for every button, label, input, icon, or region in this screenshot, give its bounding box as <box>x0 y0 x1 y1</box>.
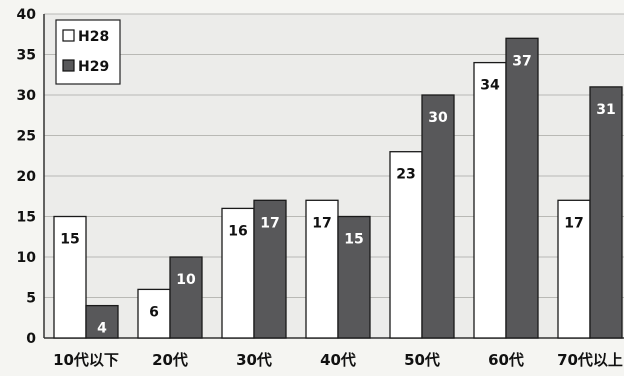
x-tick-label: 60代 <box>488 351 524 369</box>
x-tick-label: 50代 <box>404 351 440 369</box>
data-label: 17 <box>260 215 279 231</box>
y-tick-label: 20 <box>17 169 37 185</box>
data-label: 31 <box>596 102 615 118</box>
y-tick-label: 25 <box>17 129 36 145</box>
data-label: 17 <box>564 215 583 231</box>
x-tick-label: 20代 <box>152 351 188 369</box>
y-tick-label: 5 <box>26 291 36 307</box>
x-tick-label: 30代 <box>236 351 272 369</box>
bar-h28 <box>221 207 255 339</box>
y-tick-label: 0 <box>26 331 36 347</box>
legend-swatch <box>62 59 75 72</box>
data-label: 34 <box>480 78 500 94</box>
data-label: 16 <box>228 223 247 239</box>
data-label: 4 <box>97 321 107 337</box>
data-label: 30 <box>428 110 448 126</box>
legend-label: H28 <box>78 29 109 45</box>
data-label: 10 <box>176 272 196 288</box>
bar-h28 <box>305 199 339 339</box>
bar-h29 <box>85 304 119 339</box>
legend-label: H29 <box>78 59 109 75</box>
bar-h29 <box>337 215 371 339</box>
y-tick-label: 35 <box>17 48 36 64</box>
data-label: 15 <box>60 232 79 248</box>
y-tick-label: 30 <box>17 88 37 104</box>
data-label: 37 <box>512 53 531 69</box>
bar-h28 <box>53 215 87 339</box>
x-tick-label: 40代 <box>320 351 356 369</box>
x-tick-label: 70代以上 <box>557 351 623 369</box>
bar-h29 <box>169 256 203 339</box>
data-label: 23 <box>396 167 415 183</box>
y-tick-label: 10 <box>17 250 37 266</box>
data-label: 15 <box>344 232 363 248</box>
bar-h29 <box>421 94 455 339</box>
bar-h29 <box>253 199 287 339</box>
legend-swatch <box>62 29 75 42</box>
data-label: 17 <box>312 215 331 231</box>
bar-h29 <box>505 37 539 339</box>
y-tick-label: 40 <box>17 7 37 23</box>
bar-h28 <box>557 199 591 339</box>
data-label: 6 <box>149 304 159 320</box>
bar-h28 <box>137 288 171 339</box>
y-tick-label: 15 <box>17 210 36 226</box>
bar-h29 <box>589 86 623 339</box>
bar-h28 <box>473 61 507 339</box>
x-tick-label: 10代以下 <box>53 351 119 369</box>
